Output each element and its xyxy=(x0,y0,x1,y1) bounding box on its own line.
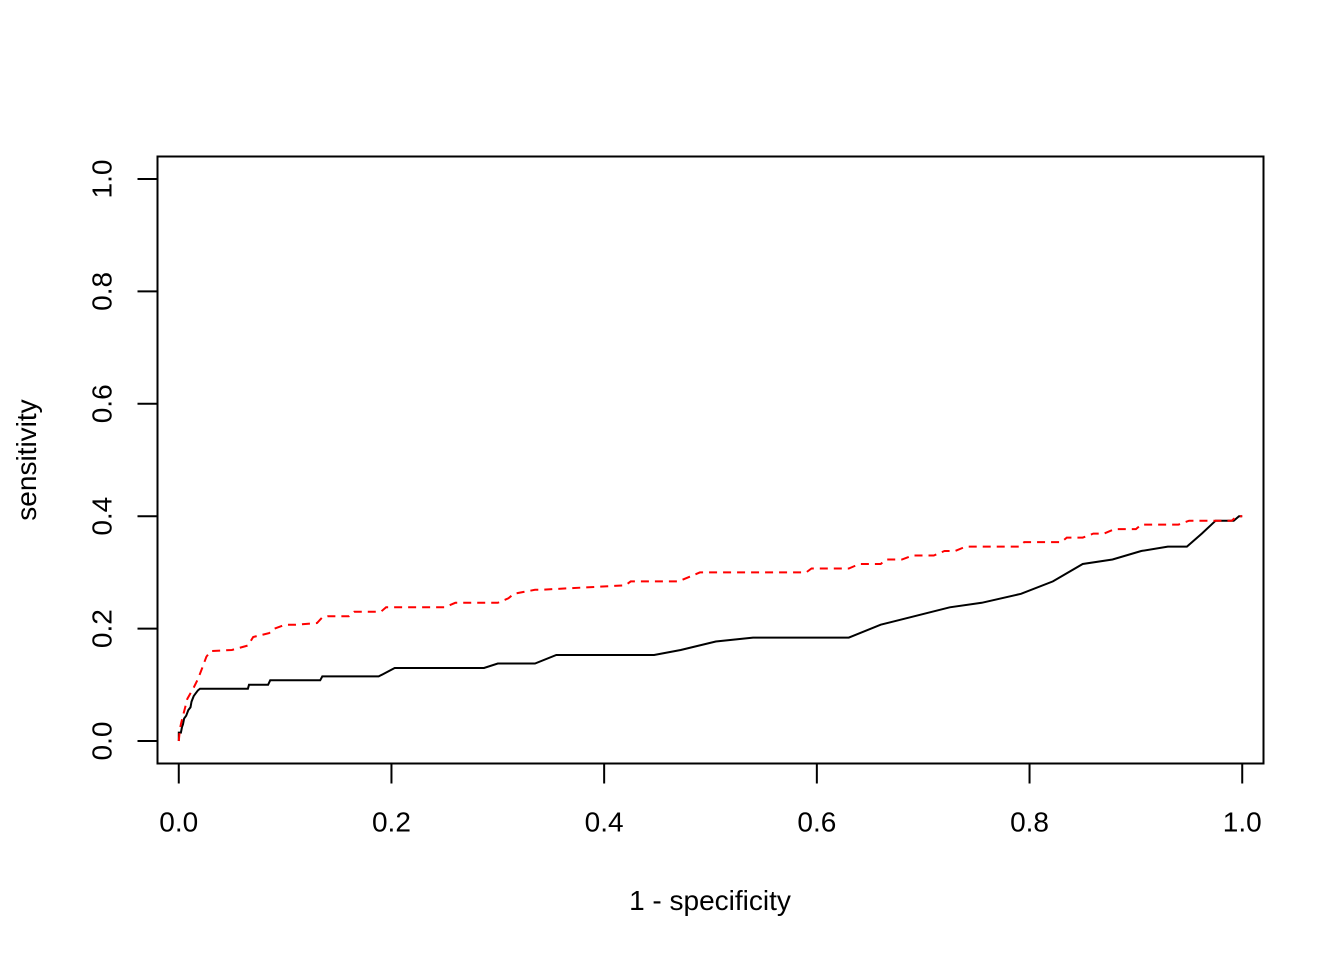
y-tick-label: 0.4 xyxy=(87,497,118,536)
y-tick-label: 0.6 xyxy=(87,384,118,423)
x-axis: 0.0 0.2 0.4 0.6 0.8 1.0 xyxy=(159,762,1262,838)
x-tick-label: 1.0 xyxy=(1223,807,1262,838)
x-tick-label: 0.0 xyxy=(159,807,198,838)
series-layer xyxy=(177,515,1243,742)
y-axis-label: sensitivity xyxy=(11,399,42,520)
x-tick-label: 0.6 xyxy=(797,807,836,838)
x-tick-label: 0.4 xyxy=(585,807,624,838)
y-tick-label: 1.0 xyxy=(87,160,118,199)
x-tick-label: 0.2 xyxy=(372,807,411,838)
y-tick-label: 0.2 xyxy=(87,609,118,648)
series-line-1 xyxy=(177,515,1243,741)
x-tick-label: 0.8 xyxy=(1010,807,1049,838)
x-axis-label: 1 - specificity xyxy=(629,885,791,916)
y-axis: 0.0 0.2 0.4 0.6 0.8 1.0 xyxy=(87,160,159,761)
y-tick-label: 0.0 xyxy=(87,722,118,761)
y-tick-label: 0.8 xyxy=(87,272,118,311)
